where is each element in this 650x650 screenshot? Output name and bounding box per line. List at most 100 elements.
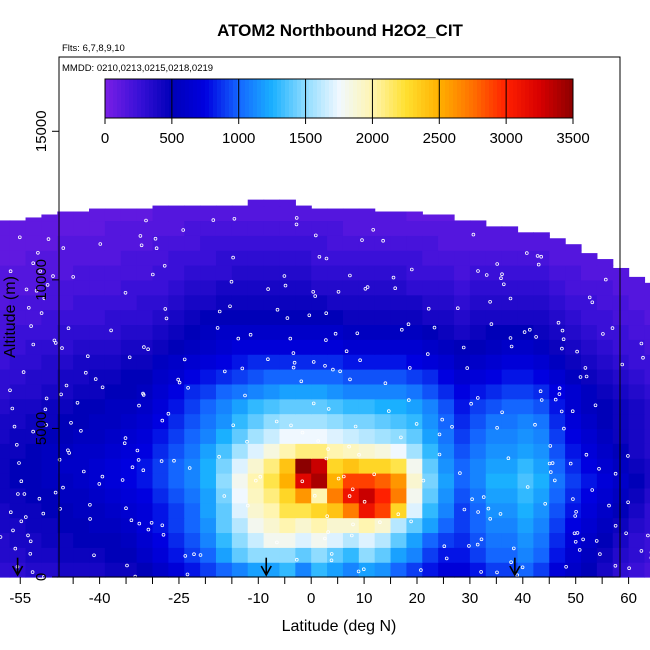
heatmap-cell	[120, 220, 138, 236]
heatmap-cell	[422, 309, 439, 326]
heatmap-cell	[152, 383, 169, 400]
heatmap-cell	[263, 294, 281, 311]
heatmap-cell	[533, 547, 550, 563]
heatmap-cell	[342, 398, 360, 415]
heatmap-cell	[247, 532, 265, 548]
heatmap-cell	[517, 547, 534, 563]
heatmap-cell	[120, 383, 138, 400]
heatmap-cell	[374, 547, 392, 563]
flight-sample-point	[266, 287, 270, 291]
flight-sample-point	[75, 400, 80, 405]
colorbar-cell	[329, 79, 334, 118]
flight-sample-point	[444, 556, 449, 561]
heatmap-cell	[89, 458, 106, 474]
heatmap-cell	[501, 413, 519, 430]
heatmap-cell	[152, 473, 169, 489]
heatmap-cell	[342, 547, 360, 563]
heatmap-cell	[215, 279, 233, 296]
heatmap-cell	[279, 383, 296, 400]
heatmap-cell	[295, 517, 312, 534]
heatmap-cell	[342, 324, 360, 340]
flight-sample-point	[450, 424, 454, 429]
heatmap-cell	[120, 473, 138, 489]
flight-sample-point	[217, 454, 221, 459]
heatmap-cell	[596, 428, 614, 444]
heatmap-cell	[501, 265, 519, 281]
flight-sample-point	[66, 448, 70, 453]
heatmap-cell	[469, 250, 487, 266]
heatmap-cell	[517, 383, 534, 400]
heatmap-cell	[342, 517, 360, 534]
flight-sample-point	[336, 289, 341, 294]
heatmap-cell	[25, 339, 43, 355]
flight-sample-point	[124, 506, 128, 511]
heatmap-cell	[438, 473, 455, 489]
heatmap-cell	[390, 279, 408, 296]
heatmap-cell	[342, 383, 360, 400]
heatmap-cell	[533, 294, 550, 311]
flight-sample-point	[93, 377, 98, 381]
flight-sample-point	[135, 448, 140, 453]
heatmap-cell	[438, 220, 455, 236]
heatmap-cell	[247, 487, 265, 504]
heatmap-cell	[89, 265, 106, 281]
heatmap-cell	[501, 383, 519, 400]
heatmap-cell	[374, 369, 392, 385]
heatmap-cell	[231, 220, 249, 236]
colorbar-cell	[349, 79, 354, 118]
heatmap-cell	[41, 562, 58, 578]
heatmap-cell	[89, 235, 106, 251]
heatmap-cell	[73, 517, 90, 534]
heatmap-cell	[168, 502, 185, 519]
heatmap-cell	[612, 309, 630, 326]
heatmap-cell	[454, 265, 471, 281]
heatmap-cell	[485, 487, 503, 504]
heatmap-cell	[200, 220, 217, 236]
heatmap-cell	[454, 517, 471, 534]
flight-sample-point	[461, 345, 466, 350]
flight-sample-point	[559, 409, 564, 414]
heatmap-cell	[501, 250, 519, 266]
heatmap-cell	[342, 502, 360, 519]
heatmap-cell	[136, 369, 154, 385]
colorbar-cell	[205, 79, 210, 118]
heatmap-cell	[184, 250, 201, 266]
heatmap-cell	[390, 532, 408, 548]
heatmap-cell	[342, 428, 360, 444]
flight-sample-point	[524, 251, 529, 255]
heatmap-cell	[247, 547, 265, 563]
heatmap-cell	[517, 473, 534, 489]
heatmap-cell	[549, 383, 566, 400]
colorbar-cell	[397, 79, 402, 118]
heatmap-cell	[89, 324, 106, 340]
heatmap-cell	[136, 220, 154, 236]
flight-sample-point	[64, 383, 69, 388]
heatmap-cell	[215, 205, 233, 222]
heatmap-cell	[374, 235, 392, 251]
flight-sample-point	[378, 520, 382, 524]
heatmap-cell	[200, 547, 217, 563]
flight-sample-point	[248, 332, 253, 337]
heatmap-cell	[612, 354, 630, 370]
heatmap-cell	[327, 383, 344, 400]
heatmap-cell	[136, 235, 154, 251]
heatmap-cell	[628, 279, 646, 296]
heatmap-cell	[374, 473, 392, 489]
heatmap-cell	[485, 532, 503, 548]
heatmap-cell	[342, 265, 360, 281]
heatmap-cell	[200, 487, 217, 504]
heatmap-cell	[9, 369, 27, 385]
heatmap-cell	[438, 250, 455, 266]
heatmap-cell	[596, 532, 614, 548]
heatmap-cell	[73, 458, 90, 474]
flight-sample-point	[31, 342, 36, 347]
heatmap-cell	[612, 517, 630, 534]
flight-sample-point	[639, 549, 644, 553]
heatmap-cell	[184, 458, 201, 474]
colorbar-cell	[545, 79, 550, 118]
heatmap-cell	[485, 517, 503, 534]
heatmap-cell	[501, 235, 519, 251]
heatmap-cell	[565, 383, 582, 400]
heatmap-cell	[200, 517, 217, 534]
heatmap-cell	[628, 532, 646, 548]
